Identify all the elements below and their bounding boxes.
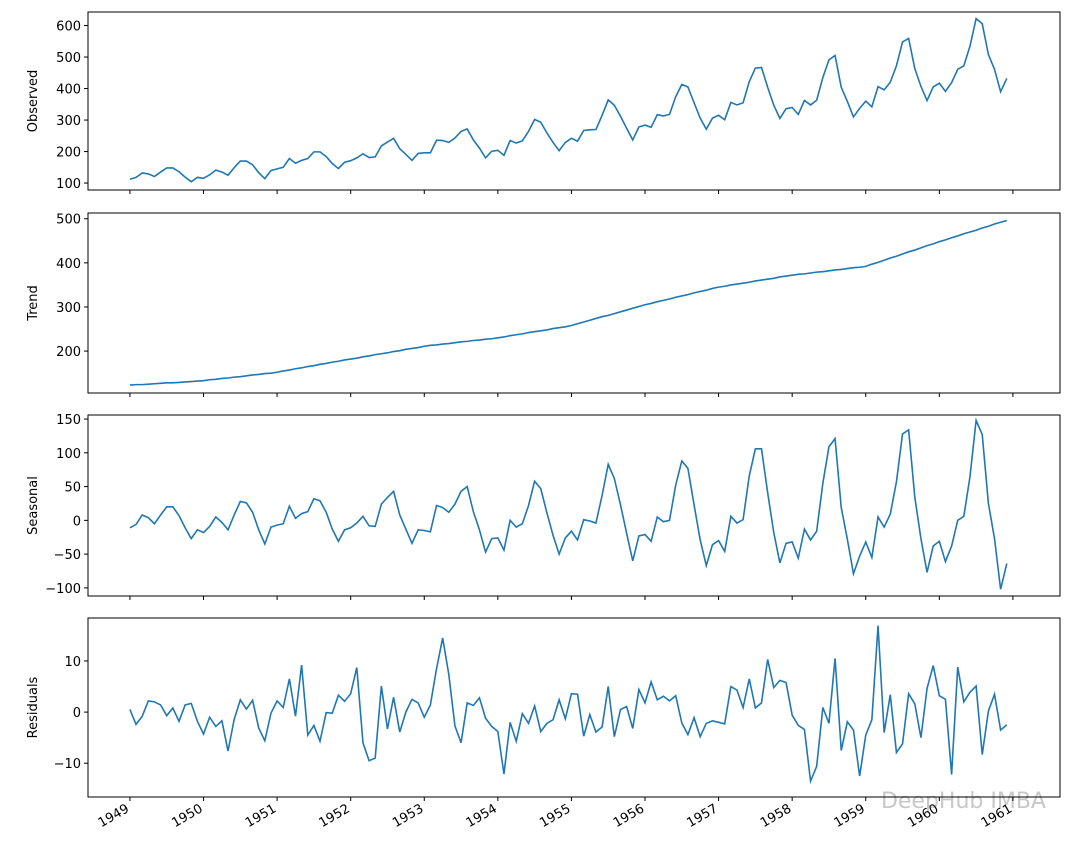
x-tick-label: 1949 <box>96 801 132 831</box>
data-line <box>129 219 1008 386</box>
y-tick-label: 10 <box>64 655 81 670</box>
y-axis-label: Residuals <box>26 676 41 738</box>
x-tick-label: 1957 <box>684 801 720 831</box>
y-tick-label: 500 <box>56 51 81 66</box>
plot-frame <box>87 11 1061 191</box>
x-tick-label: 1954 <box>464 801 500 831</box>
y-tick-label: 0 <box>73 514 81 529</box>
x-tick-label: 1952 <box>317 801 353 831</box>
y-axis-label: Trend <box>26 285 41 322</box>
x-tick-label: 1956 <box>611 801 647 831</box>
y-axis-label: Seasonal <box>26 476 41 535</box>
y-tick-label: 500 <box>56 213 81 228</box>
data-line <box>129 417 1008 590</box>
x-tick-label: 1958 <box>758 801 794 831</box>
y-tick-label: 100 <box>56 177 81 192</box>
x-tick-label: 1959 <box>832 801 868 831</box>
y-tick-label: −100 <box>45 582 81 597</box>
y-tick-label: 400 <box>56 257 81 272</box>
plot-frame <box>87 617 1061 798</box>
y-axis-label: Observed <box>26 70 41 133</box>
y-tick-label: 50 <box>64 481 81 496</box>
y-tick-label: 200 <box>56 146 81 161</box>
x-tick-label: 1950 <box>169 801 205 831</box>
y-tick-label: −10 <box>54 757 81 772</box>
watermark: DeepHub IMBA <box>881 789 1046 814</box>
y-tick-label: 400 <box>56 83 81 98</box>
plot-frame <box>87 212 1061 394</box>
x-tick-label: 1955 <box>537 801 573 831</box>
y-tick-label: 0 <box>73 706 81 721</box>
x-tick-label: 1953 <box>390 801 426 831</box>
y-tick-label: −50 <box>54 548 81 563</box>
y-tick-label: 150 <box>56 413 81 428</box>
y-tick-label: 600 <box>56 20 81 35</box>
y-tick-label: 300 <box>56 114 81 129</box>
data-line <box>129 625 1008 785</box>
y-tick-label: 200 <box>56 345 81 360</box>
plot-frame <box>87 414 1061 597</box>
y-tick-label: 300 <box>56 301 81 316</box>
x-tick-label: 1951 <box>243 801 279 831</box>
data-line <box>129 17 1008 183</box>
y-tick-label: 100 <box>56 447 81 462</box>
